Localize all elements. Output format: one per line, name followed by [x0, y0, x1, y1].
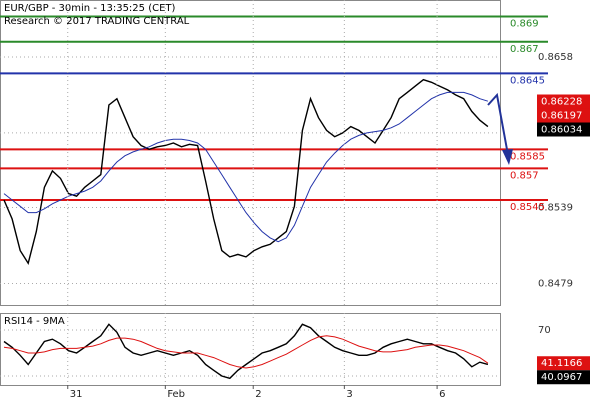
plot-frame: [0, 313, 501, 386]
price-badge: [537, 94, 590, 109]
x-tick-label: 31: [70, 389, 83, 400]
price-badge-label: 40.0967: [541, 372, 582, 383]
series-line: [3, 91, 489, 243]
price-badge: [537, 122, 590, 137]
x-tick-label: Feb: [167, 389, 185, 400]
price-badge: [537, 370, 590, 385]
level-label: 0.869: [510, 18, 539, 29]
series-line: [3, 78, 489, 265]
y-tick-label: 0.8479: [538, 278, 573, 289]
price-badge: [537, 356, 590, 371]
chart-subtitle: Research © 2017 TRADING CENTRAL: [4, 16, 190, 27]
level-label: 0.8645: [510, 75, 545, 86]
series-line: [3, 335, 489, 369]
price-badge-label: 0.86228: [541, 96, 582, 107]
chart-title: RSI14 - 9MA: [4, 316, 65, 327]
y-tick-label: 0.8539: [538, 203, 573, 214]
price-badge-label: 0.86197: [541, 110, 582, 121]
level-label: 0.867: [510, 44, 539, 55]
y-tick-label: 0.8658: [538, 52, 573, 63]
x-tick-label: 2: [255, 389, 261, 400]
projection-arrowhead: [502, 149, 513, 165]
chart-title: EUR/GBP - 30min - 13:35:25 (CET): [4, 3, 176, 14]
y-tick-label: 70: [538, 325, 551, 336]
plot-frame: [0, 0, 501, 306]
projection-arrow: [487, 92, 509, 156]
x-tick-label: 6: [439, 389, 445, 400]
price-badge-label: 0.86034: [541, 124, 582, 135]
price-badge: [537, 108, 590, 123]
x-tick-label: 3: [346, 389, 352, 400]
price-badge-label: 41.1166: [541, 358, 582, 369]
level-label: 0.8585: [510, 151, 545, 162]
level-label: 0.857: [510, 170, 539, 181]
level-label: 0.8545: [510, 202, 545, 213]
